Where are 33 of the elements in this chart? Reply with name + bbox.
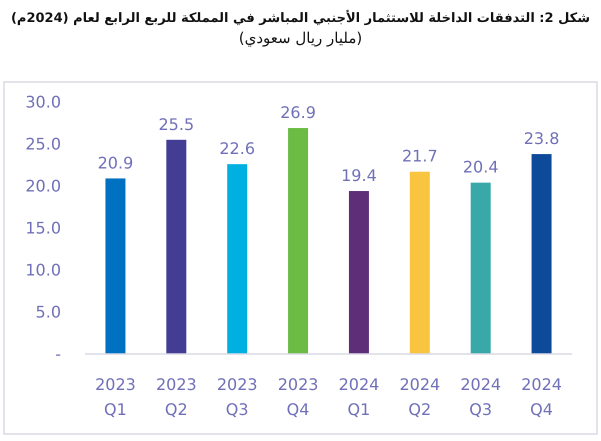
data-label: 25.5 xyxy=(158,114,194,134)
x-tick-label: 2024 Q2 xyxy=(399,375,440,419)
data-label: 21.7 xyxy=(402,146,438,166)
data-label: 26.9 xyxy=(280,103,316,122)
x-tick-label: 2024 Q3 xyxy=(460,375,502,419)
y-tick-label: 25.0 xyxy=(25,134,61,154)
bar xyxy=(227,164,248,354)
bar xyxy=(288,128,308,354)
x-tick-label: 2023 Q4 xyxy=(278,375,318,419)
chart-subtitle: (مليار ريال سعودي) xyxy=(238,29,362,47)
bar xyxy=(532,154,552,354)
bar xyxy=(166,140,186,354)
y-tick-label: 30.0 xyxy=(25,92,61,112)
data-label: 20.9 xyxy=(98,153,134,172)
y-tick-label: - xyxy=(55,344,61,364)
data-label: 20.4 xyxy=(462,158,498,177)
y-tick-label: 20.0 xyxy=(25,176,61,196)
y-tick-label: 15.0 xyxy=(25,218,61,238)
x-tick-label: 2024 Q4 xyxy=(521,375,562,419)
bar xyxy=(410,172,430,354)
bar xyxy=(105,178,126,354)
y-tick-label: 5.0 xyxy=(36,302,61,322)
bar xyxy=(348,191,369,354)
x-tick-label: 2023 Q2 xyxy=(156,375,197,419)
data-label: 23.8 xyxy=(524,129,560,148)
data-label: 19.4 xyxy=(341,166,377,186)
chart-title: شكل 2: التدفقات الداخلة للاستثمار الأجنبي المباشر في المملكة للربع الرابع لعام (2024م) xyxy=(10,9,590,26)
x-tick-label: 2023 Q1 xyxy=(95,375,136,419)
x-tick-label: 2024 Q1 xyxy=(338,375,380,419)
y-tick-label: 10.0 xyxy=(25,260,61,280)
bar xyxy=(470,182,491,354)
data-label: 22.6 xyxy=(219,139,255,158)
x-tick-label: 2023 Q3 xyxy=(216,375,258,419)
